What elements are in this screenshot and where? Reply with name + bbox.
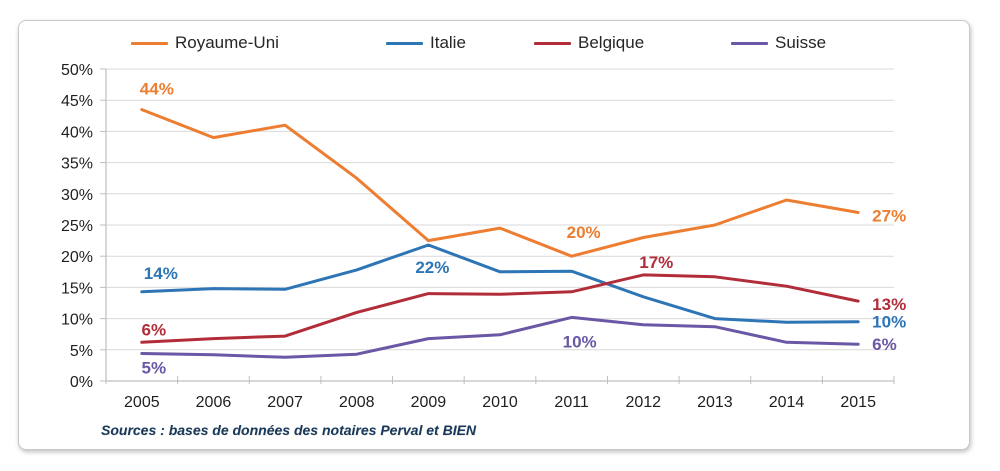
legend-line-icon bbox=[386, 41, 423, 45]
chart-card: Royaume-Uni Italie Belgique Suisse 0% 5% 10% 1… bbox=[18, 20, 970, 450]
point-label-belgique: 6% bbox=[142, 320, 167, 339]
legend: Royaume-Uni Italie Belgique Suisse bbox=[19, 33, 967, 59]
x-axis-tick-label: 2010 bbox=[482, 394, 518, 411]
y-axis-tick-label: 20% bbox=[61, 249, 93, 266]
legend-label: Belgique bbox=[578, 33, 645, 52]
legend-label: Royaume-Uni bbox=[175, 33, 279, 52]
point-label-italie: 10% bbox=[872, 313, 906, 332]
x-axis-tick-label: 2009 bbox=[411, 394, 447, 411]
legend-line-icon bbox=[534, 41, 571, 45]
x-axis-tick-label: 2007 bbox=[267, 394, 303, 411]
series-line-belgique[interactable] bbox=[140, 273, 860, 344]
legend-label: Suisse bbox=[775, 33, 827, 52]
x-axis-tick-label: 2015 bbox=[840, 394, 876, 411]
point-label-belgique: 17% bbox=[639, 253, 673, 272]
y-axis-tick-label: 40% bbox=[61, 124, 93, 141]
point-label-suisse: 10% bbox=[563, 332, 597, 351]
source-note: Sources : bases de données des notaires … bbox=[101, 422, 477, 438]
legend-line-icon bbox=[731, 41, 768, 45]
y-axis-tick-label: 5% bbox=[70, 343, 93, 360]
point-label-royaume-uni: 27% bbox=[872, 207, 906, 226]
x-axis-tick-label: 2005 bbox=[124, 394, 160, 411]
point-label-royaume-uni: 20% bbox=[567, 223, 601, 242]
legend-item-italie[interactable]: Italie bbox=[386, 33, 466, 53]
x-axis-tick-label: 2006 bbox=[196, 394, 232, 411]
legend-item-suisse[interactable]: Suisse bbox=[731, 33, 826, 53]
x-axis-tick-label: 2013 bbox=[697, 394, 733, 411]
y-axis-tick-label: 10% bbox=[61, 312, 93, 329]
series-line-suisse[interactable] bbox=[140, 315, 860, 359]
x-axis-tick-label: 2011 bbox=[554, 394, 589, 411]
legend-line-icon bbox=[131, 41, 168, 45]
y-axis-tick-label: 0% bbox=[70, 374, 93, 391]
point-label-suisse: 6% bbox=[872, 335, 897, 354]
point-label-royaume-uni: 44% bbox=[140, 80, 174, 99]
series-line-italie[interactable] bbox=[140, 243, 860, 324]
y-axis-tick-label: 15% bbox=[61, 280, 93, 297]
legend-label: Italie bbox=[430, 33, 466, 52]
point-label-belgique: 13% bbox=[872, 295, 906, 314]
y-axis-tick-label: 30% bbox=[61, 187, 93, 204]
series-line-royaume-uni[interactable] bbox=[140, 108, 860, 258]
point-label-suisse: 5% bbox=[142, 359, 167, 378]
legend-item-belgique[interactable]: Belgique bbox=[534, 33, 644, 53]
point-label-italie: 14% bbox=[144, 264, 178, 283]
x-axis-tick-label: 2014 bbox=[769, 394, 805, 411]
legend-item-royaume-uni[interactable]: Royaume-Uni bbox=[131, 33, 279, 53]
x-axis-tick-label: 2008 bbox=[339, 394, 375, 411]
x-axis-tick-label: 2012 bbox=[625, 394, 661, 411]
y-axis-tick-label: 25% bbox=[61, 218, 93, 235]
point-label-italie: 22% bbox=[415, 258, 449, 277]
y-axis-tick-label: 35% bbox=[61, 156, 93, 173]
y-axis-tick-label: 45% bbox=[61, 93, 93, 110]
line-chart: 0% 5% 10% 15% 20% 25% 30% 35% 40% 45% 50% 2005 2006 2… bbox=[61, 62, 906, 411]
y-axis-tick-label: 50% bbox=[61, 62, 93, 79]
